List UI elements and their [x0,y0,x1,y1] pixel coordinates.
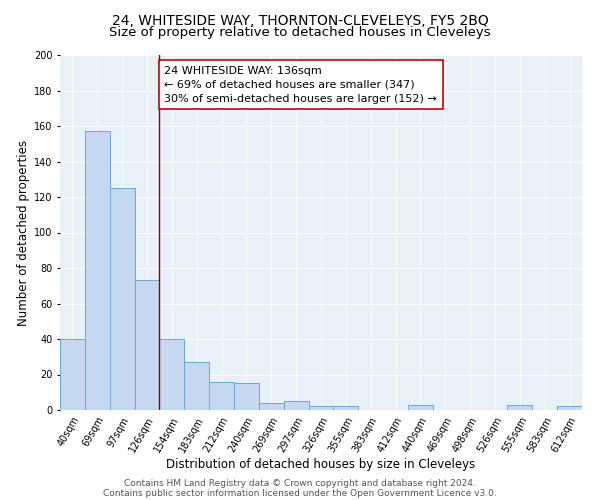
Bar [334,406,358,410]
Bar [308,406,334,410]
Y-axis label: Number of detached properties: Number of detached properties [17,140,29,326]
Bar [408,404,433,410]
Bar [110,188,134,410]
Bar [85,132,110,410]
Bar [60,339,85,410]
Bar [184,362,209,410]
X-axis label: Distribution of detached houses by size in Cleveleys: Distribution of detached houses by size … [166,458,476,471]
Bar [557,406,582,410]
Text: Size of property relative to detached houses in Cleveleys: Size of property relative to detached ho… [109,26,491,39]
Bar [209,382,234,410]
Bar [259,403,284,410]
Bar [234,384,259,410]
Bar [284,401,308,410]
Text: 24, WHITESIDE WAY, THORNTON-CLEVELEYS, FY5 2BQ: 24, WHITESIDE WAY, THORNTON-CLEVELEYS, F… [112,14,488,28]
Bar [508,404,532,410]
Text: Contains public sector information licensed under the Open Government Licence v3: Contains public sector information licen… [103,488,497,498]
Text: Contains HM Land Registry data © Crown copyright and database right 2024.: Contains HM Land Registry data © Crown c… [124,478,476,488]
Bar [134,280,160,410]
Text: 24 WHITESIDE WAY: 136sqm
← 69% of detached houses are smaller (347)
30% of semi-: 24 WHITESIDE WAY: 136sqm ← 69% of detach… [164,66,437,104]
Bar [160,339,184,410]
